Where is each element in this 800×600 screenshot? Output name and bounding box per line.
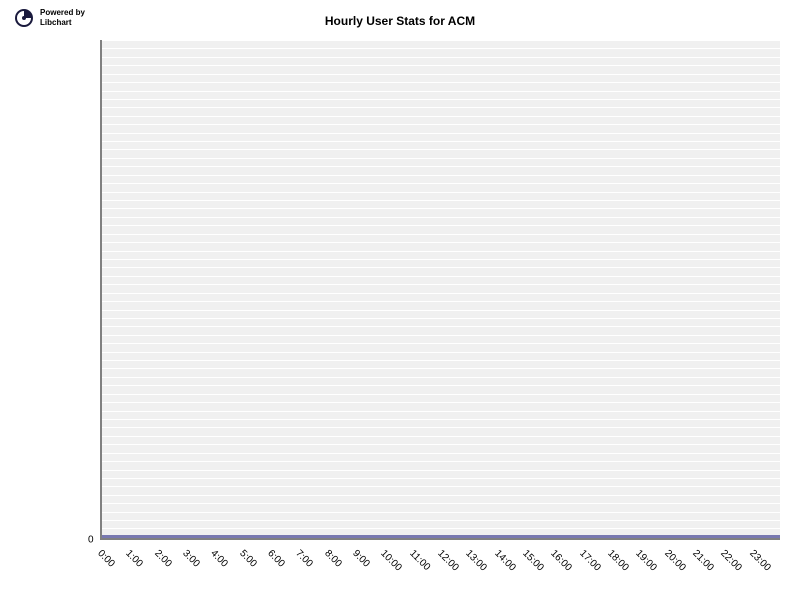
grid-line [102, 335, 780, 336]
x-tick-label: 21:00 [690, 548, 715, 573]
grid-line [102, 377, 780, 378]
grid-line [102, 478, 780, 479]
grid-line [102, 444, 780, 445]
grid-line [102, 385, 780, 386]
grid-line [102, 352, 780, 353]
grid-line [102, 116, 780, 117]
grid-line [102, 276, 780, 277]
grid-line [102, 48, 780, 49]
x-tick-label: 10:00 [378, 548, 403, 573]
grid-line [102, 225, 780, 226]
grid-line [102, 343, 780, 344]
grid-line [102, 99, 780, 100]
grid-line [102, 368, 780, 369]
grid-line [102, 91, 780, 92]
grid-line [102, 461, 780, 462]
grid-line [102, 360, 780, 361]
x-tick-label: 9:00 [350, 548, 372, 570]
grid-lines [102, 40, 780, 538]
grid-line [102, 149, 780, 150]
x-tick-label: 15:00 [520, 548, 545, 573]
grid-line [102, 394, 780, 395]
grid-line [102, 326, 780, 327]
grid-line [102, 495, 780, 496]
grid-line [102, 74, 780, 75]
x-tick-label: 17:00 [577, 548, 602, 573]
grid-line [102, 402, 780, 403]
x-tick-label: 4:00 [208, 548, 230, 570]
grid-line [102, 40, 780, 41]
grid-line [102, 57, 780, 58]
x-tick-label: 6:00 [265, 548, 287, 570]
grid-line [102, 411, 780, 412]
grid-line [102, 301, 780, 302]
y-tick-label: 0 [88, 535, 94, 546]
x-tick-label: 11:00 [407, 548, 432, 573]
x-tick-label: 0:00 [95, 548, 117, 570]
grid-line [102, 427, 780, 428]
grid-line [102, 528, 780, 529]
x-tick-label: 5:00 [237, 548, 259, 570]
grid-line [102, 133, 780, 134]
x-tick-label: 18:00 [605, 548, 630, 573]
grid-line [102, 267, 780, 268]
x-tick-label: 1:00 [123, 548, 145, 570]
grid-line [102, 318, 780, 319]
grid-line [102, 242, 780, 243]
grid-line [102, 82, 780, 83]
x-tick-label: 16:00 [548, 548, 573, 573]
x-tick-label: 2:00 [152, 548, 174, 570]
chart-title: Hourly User Stats for ACM [0, 14, 800, 28]
x-tick-label: 23:00 [747, 548, 772, 573]
grid-line [102, 65, 780, 66]
baseline-bar [102, 535, 780, 538]
grid-line [102, 183, 780, 184]
grid-line [102, 141, 780, 142]
grid-line [102, 124, 780, 125]
plot-area [100, 40, 780, 540]
grid-line [102, 217, 780, 218]
x-tick-label: 14:00 [492, 548, 517, 573]
grid-line [102, 453, 780, 454]
x-tick-label: 7:00 [293, 548, 315, 570]
grid-line [102, 234, 780, 235]
grid-line [102, 284, 780, 285]
x-axis: 0:001:002:003:004:005:006:007:008:009:00… [100, 542, 780, 592]
grid-line [102, 158, 780, 159]
grid-line [102, 520, 780, 521]
grid-line [102, 419, 780, 420]
x-tick-label: 13:00 [463, 548, 488, 573]
x-tick-label: 19:00 [633, 548, 658, 573]
grid-line [102, 503, 780, 504]
x-tick-label: 3:00 [180, 548, 202, 570]
grid-line [102, 512, 780, 513]
grid-line [102, 208, 780, 209]
grid-line [102, 166, 780, 167]
grid-line [102, 192, 780, 193]
grid-line [102, 107, 780, 108]
grid-line [102, 259, 780, 260]
grid-line [102, 251, 780, 252]
grid-line [102, 470, 780, 471]
grid-line [102, 200, 780, 201]
x-tick-label: 22:00 [718, 548, 743, 573]
grid-line [102, 293, 780, 294]
grid-line [102, 310, 780, 311]
x-tick-label: 8:00 [322, 548, 344, 570]
grid-line [102, 436, 780, 437]
x-tick-label: 20:00 [662, 548, 687, 573]
grid-line [102, 175, 780, 176]
grid-line [102, 486, 780, 487]
x-tick-label: 12:00 [435, 548, 460, 573]
